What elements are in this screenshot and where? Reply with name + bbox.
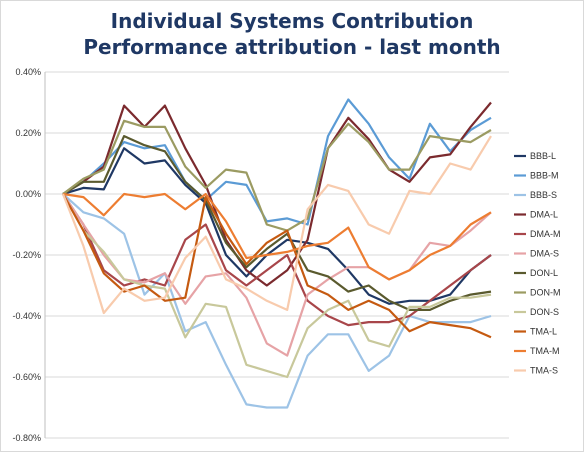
series-line-tma-s xyxy=(61,135,492,315)
y-tick-label: -0.20% xyxy=(12,250,41,260)
series-line-tma-m xyxy=(62,192,492,281)
y-tick-label: -0.80% xyxy=(12,433,41,443)
legend-label-bbb-l: BBB-L xyxy=(530,151,556,161)
series-line-dma-s xyxy=(62,193,492,357)
legend-label-dma-l: DMA-L xyxy=(530,210,558,220)
legend-label-dma-s: DMA-S xyxy=(530,249,559,259)
y-tick-label: 0.20% xyxy=(15,128,41,138)
legend-label-tma-s: TMA-S xyxy=(530,366,558,376)
y-tick-label: 0.40% xyxy=(15,67,41,77)
y-tick-label: -0.40% xyxy=(12,311,41,321)
legend-label-tma-l: TMA-L xyxy=(530,327,557,337)
legend-label-tma-m: TMA-M xyxy=(530,346,560,356)
y-tick-label: -0.60% xyxy=(12,372,41,382)
legend-label-don-l: DON-L xyxy=(530,268,558,278)
series-line-dma-l xyxy=(62,101,492,287)
series-line-don-m xyxy=(62,119,492,232)
legend-label-dma-m: DMA-M xyxy=(530,229,561,239)
legend-label-don-m: DON-M xyxy=(530,288,561,298)
chart-subtitle: Performance attribution - last month xyxy=(83,35,501,59)
series-line-bbb-s xyxy=(62,193,492,409)
series-line-tma-l xyxy=(62,193,492,339)
y-tick-label: 0.00% xyxy=(15,189,41,199)
legend-label-bbb-s: BBB-S xyxy=(530,190,557,200)
chart-title: Individual Systems Contribution xyxy=(110,9,474,33)
legend-label-don-s: DON-S xyxy=(530,307,559,317)
series-line-don-l xyxy=(62,135,492,311)
series-line-don-s xyxy=(62,193,492,379)
legend-label-bbb-m: BBB-M xyxy=(530,171,559,181)
series-line-bbb-l xyxy=(62,147,492,305)
